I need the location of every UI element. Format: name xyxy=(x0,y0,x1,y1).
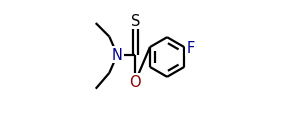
Text: N: N xyxy=(112,48,123,63)
Text: F: F xyxy=(186,40,195,55)
Text: S: S xyxy=(131,14,140,29)
Text: O: O xyxy=(130,74,141,89)
